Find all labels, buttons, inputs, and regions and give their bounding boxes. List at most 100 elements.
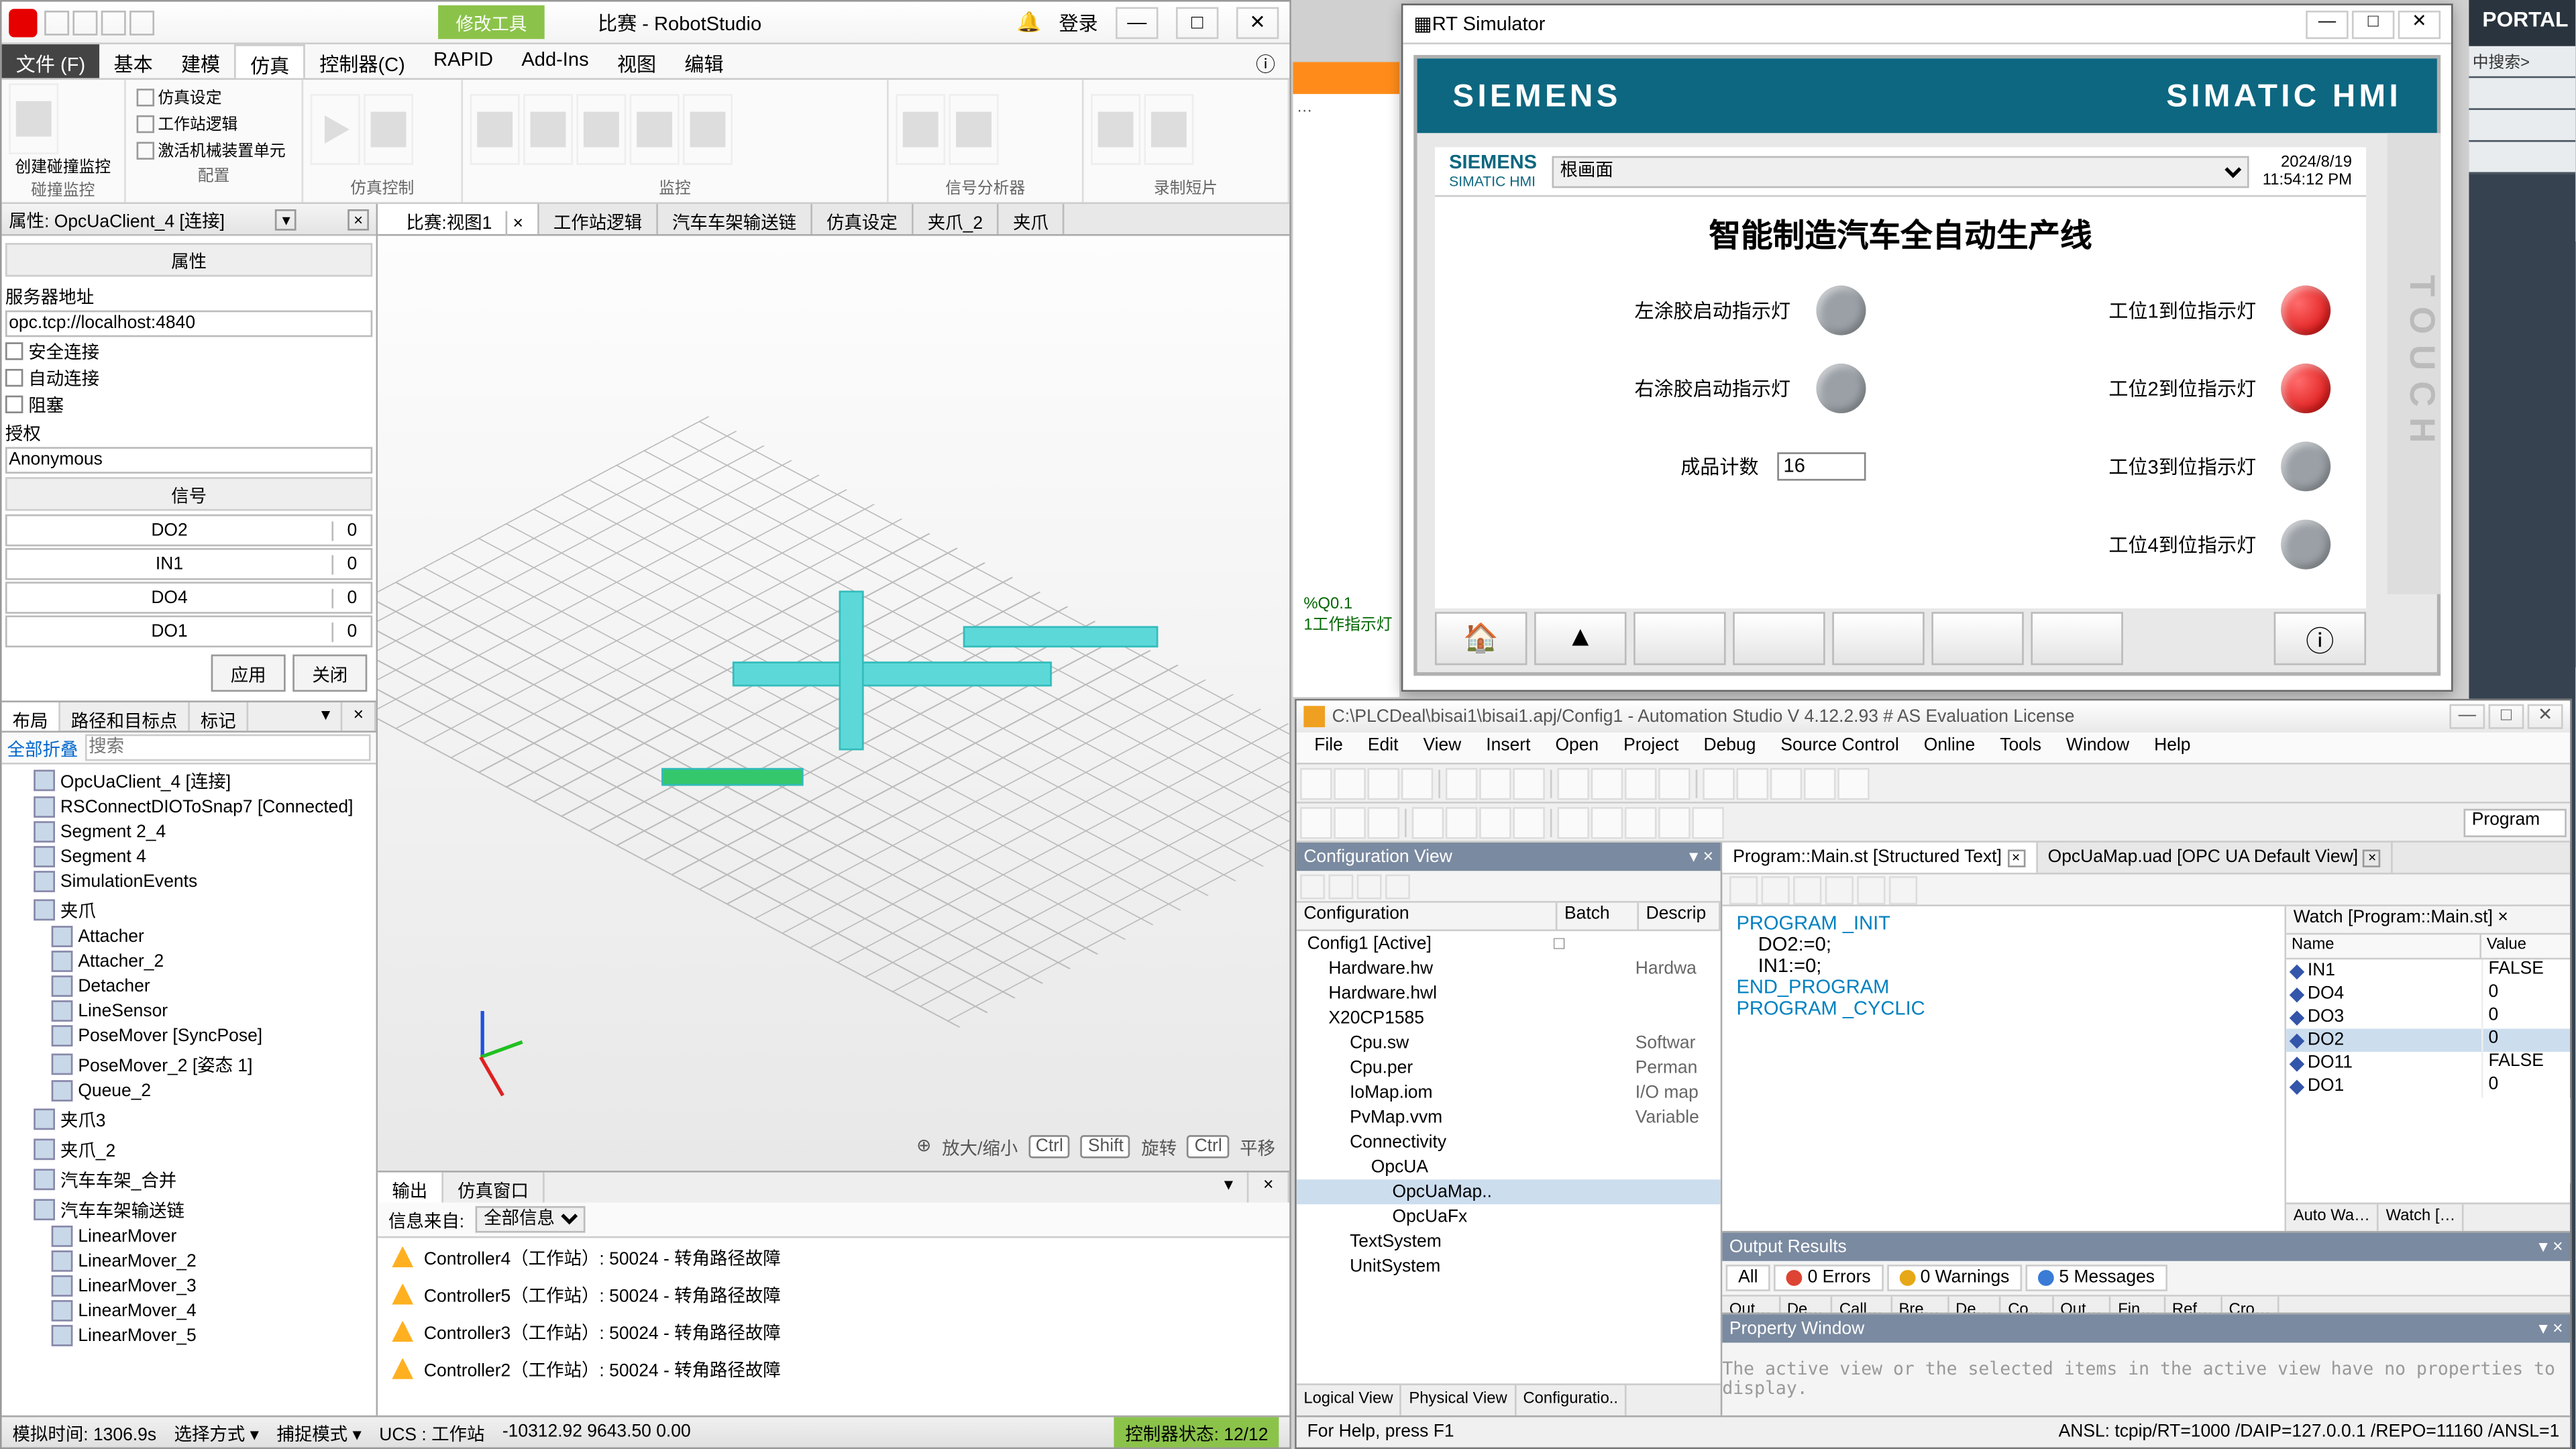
menu-item[interactable]: Debug [1693,733,1767,763]
output-tab[interactable]: Out… [2053,1297,2111,1313]
3d-viewport[interactable]: ⊕放大/缩小 Ctrl Shift 旋转 Ctrl 平移 [378,236,1289,1171]
doc-tab[interactable]: Program::Main.st [Structured Text]× [1722,843,2037,873]
nav-button[interactable] [2031,612,2123,665]
nav-button[interactable] [1733,612,1825,665]
ribbon-tab[interactable]: Add-Ins [507,44,603,78]
ribbon-tab[interactable]: 控制器(C) [305,44,419,78]
menu-item[interactable]: Edit [1357,733,1409,763]
output-filter-pill[interactable]: 0 Warnings [1886,1265,2022,1291]
tree-node[interactable]: LinearMover [2,1224,376,1248]
nav-button[interactable]: ▲ [1534,612,1626,665]
doc-tab[interactable]: 夹爪 [999,204,1065,234]
panel-pin-icon[interactable]: ▾ [276,209,297,230]
tree-node[interactable]: Detacher [2,974,376,999]
maximize-button[interactable]: □ [1176,6,1218,38]
maximize-button[interactable]: □ [2489,704,2524,729]
output-tab[interactable]: Bre… [1892,1297,1949,1313]
tcp-trace-button[interactable] [523,94,573,165]
snap-mode-dropdown[interactable]: 捕捉模式 ▾ [276,1419,361,1446]
file-tab[interactable]: 文件 (F) [2,44,100,78]
ribbon-tab[interactable]: 基本 [99,44,166,78]
nav-button[interactable] [1832,612,1924,665]
view-tab[interactable]: Configuratio.. [1516,1385,1627,1415]
output-line[interactable]: Controller2（工作站）: 50024 - 转角路径故障 [378,1350,1289,1387]
tree-node[interactable]: 汽车车架输送链 [2,1193,376,1224]
tree-node[interactable]: Queue_2 [2,1079,376,1104]
tree-node[interactable]: 汽车车架_合并 [2,1163,376,1193]
doc-tab[interactable]: 仿真设定 [812,204,914,234]
watch-row[interactable]: DO11FALSE [2286,1052,2570,1075]
config-tree-node[interactable]: Connectivity [1297,1130,1721,1155]
output-filter-pill[interactable]: All [1726,1265,1770,1291]
config-tree-node[interactable]: OpcUaMap.. [1297,1179,1721,1204]
panel-close-icon[interactable]: × [347,209,369,230]
tree-close-icon[interactable]: × [343,702,376,731]
output-tab[interactable]: Ref… [2165,1297,2222,1313]
code-editor[interactable]: PROGRAM _INIT DO2:=0; IN1:=0;END_PROGRAM… [1722,906,2286,1231]
menu-item[interactable]: Project [1613,733,1689,763]
timer-button[interactable] [576,94,626,165]
output-line[interactable]: Controller4（工作站）: 50024 - 转角路径故障 [378,1238,1289,1276]
help-icon[interactable]: ⓘ [1242,44,1289,78]
apply-button[interactable]: 应用 [211,655,286,692]
output-line[interactable]: Controller3（工作站）: 50024 - 转角路径故障 [378,1313,1289,1350]
bell-icon[interactable]: 🔔 [1017,11,1041,34]
output-filter-pill[interactable]: 5 Messages [2025,1265,2167,1291]
signal-row[interactable]: IN10 [5,548,372,580]
tree-tab[interactable]: 标记 [190,702,248,731]
view-tab[interactable]: Logical View [1297,1385,1402,1415]
doc-tab[interactable]: 工作站逻辑 [539,204,658,234]
io-sim-button[interactable] [470,94,520,165]
ribbon-tab[interactable]: 仿真 [234,44,305,78]
quick-access-toolbar[interactable] [44,10,154,35]
minimize-button[interactable]: — [2449,704,2485,729]
nav-button[interactable] [1633,612,1725,665]
tree-node[interactable]: LinearMover_2 [2,1248,376,1273]
tree-node[interactable]: SimulationEvents [2,869,376,894]
menu-item[interactable]: File [1303,733,1353,763]
block-checkbox[interactable]: 阻塞 [5,390,372,417]
tree-tab[interactable]: 路径和目标点 [60,702,190,731]
output-filter-select[interactable]: 全部信息 [475,1206,585,1233]
doc-tab[interactable]: OpcUaMap.uad [OPC UA Default View]× [2037,843,2394,873]
menu-item[interactable]: Insert [1475,733,1541,763]
tree-node[interactable]: LineSensor [2,999,376,1024]
collision-monitor-button[interactable] [9,83,58,154]
signal-row[interactable]: DO20 [5,515,372,547]
home-button[interactable]: 🏠 [1435,612,1527,665]
menu-item[interactable]: Open [1545,733,1609,763]
authz-select[interactable] [5,447,372,474]
ribbon-tab[interactable]: 视图 [603,44,670,78]
config-tree-node[interactable]: OpcUaFx [1297,1204,1721,1229]
config-tree-node[interactable]: Cpu.perPerman [1297,1055,1721,1080]
tree-node[interactable]: LinearMover_5 [2,1323,376,1348]
layout-tree[interactable]: OpcUaClient_4 [连接]RSConnectDIOToSnap7 [C… [2,765,376,1415]
output-messages[interactable]: Controller4（工作站）: 50024 - 转角路径故障 Controll… [378,1238,1289,1415]
ribbon-tab[interactable]: RAPID [419,44,507,78]
close-icon[interactable]: × [2363,849,2381,866]
view-tab[interactable]: Physical View [1402,1385,1516,1415]
tree-tab[interactable]: 布局 [2,702,60,731]
menu-item[interactable]: Tools [1989,733,2051,763]
signal-row[interactable]: DO10 [5,615,372,647]
close-button[interactable]: ✕ [2528,704,2563,729]
info-button[interactable]: ⓘ [2274,612,2366,665]
maximize-button[interactable]: □ [2352,10,2394,38]
play-button[interactable] [311,94,360,165]
signal-settings-button[interactable] [683,94,733,165]
tree-pin-icon[interactable]: ▾ [311,702,343,731]
minimize-button[interactable]: — [2306,10,2348,38]
output-close-icon[interactable]: × [1249,1173,1289,1203]
tree-node[interactable]: LinearMover_3 [2,1273,376,1298]
config-tree-node[interactable]: Config1 [Active]□ [1297,931,1721,956]
output-tab[interactable]: 输出 [378,1173,443,1203]
toolbar-button[interactable] [1300,767,1332,800]
output-tab[interactable]: De… [1949,1297,2001,1313]
doc-tab[interactable]: 夹爪_2 [914,204,999,234]
menu-item[interactable]: Help [2143,733,2201,763]
config-tree-node[interactable]: Hardware.hwHardwa [1297,956,1721,981]
config-tree-node[interactable]: IoMap.iomI/O map [1297,1080,1721,1105]
config-tree-node[interactable]: Cpu.swSoftwar [1297,1030,1721,1055]
nav-button[interactable] [1931,612,2023,665]
output-tab[interactable]: Fin… [2111,1297,2165,1313]
